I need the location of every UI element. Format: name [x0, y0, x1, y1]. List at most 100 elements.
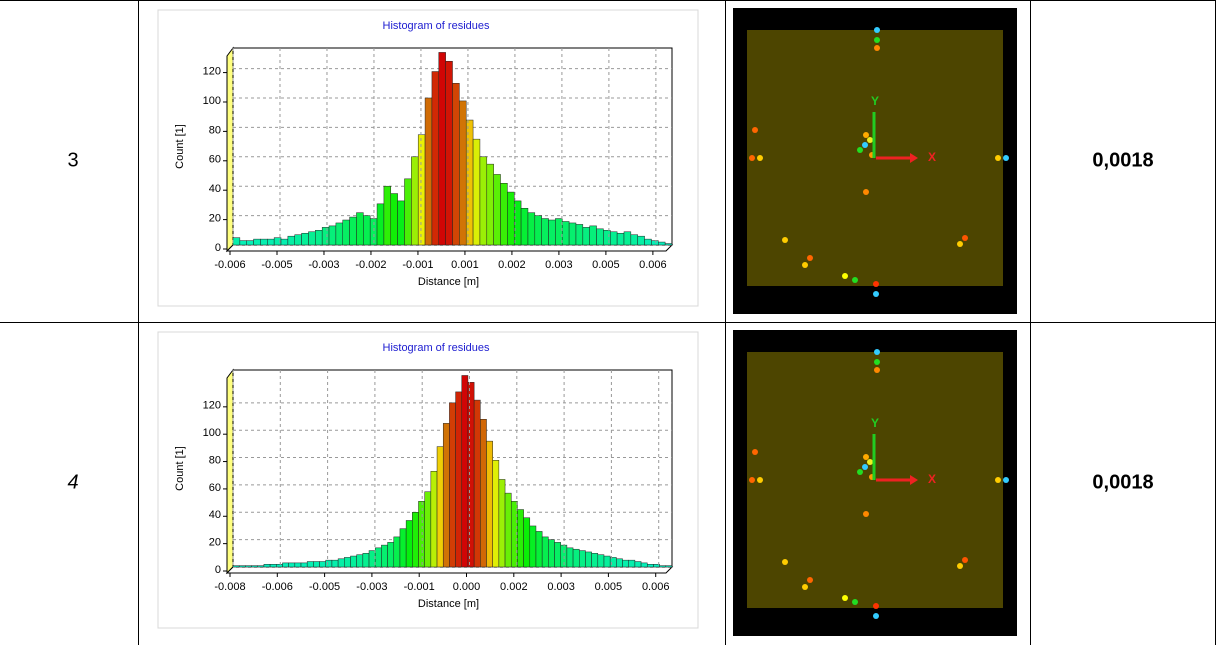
- bar: [264, 564, 270, 567]
- scan-point: [807, 255, 813, 261]
- scan-point: [957, 241, 963, 247]
- x-tick-label: 0.005: [595, 581, 623, 593]
- bar: [239, 566, 245, 567]
- bar: [384, 186, 391, 245]
- bar: [344, 557, 350, 567]
- bar: [604, 556, 610, 567]
- bar: [322, 227, 329, 245]
- x-tick-label: -0.001: [404, 581, 435, 593]
- bar: [391, 194, 398, 245]
- bar: [398, 201, 405, 245]
- bar: [507, 192, 514, 245]
- bar: [375, 548, 381, 567]
- y-tick-label: 100: [203, 95, 221, 107]
- scan-point: [842, 595, 848, 601]
- bar: [315, 230, 322, 245]
- scan-point: [874, 45, 880, 51]
- x-tick-label: 0.005: [592, 259, 620, 271]
- x-tick-label: -0.001: [402, 259, 433, 271]
- bar: [592, 553, 598, 567]
- bar: [536, 531, 542, 567]
- bar: [629, 560, 635, 567]
- bar: [388, 542, 394, 567]
- bar: [624, 232, 631, 245]
- bar: [521, 208, 528, 245]
- y-tick-label: 120: [203, 400, 221, 412]
- bar: [270, 564, 276, 567]
- scan-point: [962, 557, 968, 563]
- bar: [260, 239, 267, 245]
- scan-point: [874, 37, 880, 43]
- bar: [631, 235, 638, 245]
- bar: [449, 403, 455, 567]
- x-axis-label: Distance [m]: [418, 598, 479, 610]
- y-tick-label: 80: [209, 454, 221, 466]
- bar: [453, 83, 460, 245]
- wall: [227, 48, 233, 251]
- bar: [598, 555, 604, 567]
- bar: [517, 510, 523, 567]
- bar: [610, 232, 617, 245]
- row-id: 3: [67, 149, 78, 171]
- scan-point: [995, 155, 1001, 161]
- bar: [437, 447, 443, 567]
- scan-point: [757, 155, 763, 161]
- wall: [227, 370, 233, 573]
- scan-point: [1003, 155, 1009, 161]
- bar: [480, 419, 486, 567]
- row-value: 0,0018: [1092, 149, 1153, 171]
- bar: [252, 566, 258, 567]
- scan-point: [862, 142, 868, 148]
- bar: [425, 492, 431, 567]
- bar: [617, 233, 624, 245]
- scan-point: [749, 155, 755, 161]
- bar: [494, 174, 501, 245]
- bar: [394, 537, 400, 567]
- scan-point: [752, 127, 758, 133]
- bar: [258, 566, 264, 567]
- scan-point: [752, 449, 758, 455]
- x-axis-label: Distance [m]: [418, 276, 479, 288]
- scan-axis-label: X: [928, 472, 936, 486]
- scan-axis-label: Y: [871, 94, 879, 108]
- bar: [443, 423, 449, 567]
- bar: [320, 562, 326, 567]
- bar: [528, 213, 535, 245]
- y-tick-label: 40: [209, 509, 221, 521]
- scan-point: [852, 599, 858, 605]
- bar: [459, 101, 466, 245]
- bar: [412, 512, 418, 567]
- x-tick-label: 0.002: [498, 259, 526, 271]
- x-tick-label: -0.005: [261, 259, 292, 271]
- bar: [432, 72, 439, 245]
- bar: [363, 553, 369, 567]
- chart-title: Histogram of residues: [383, 20, 490, 32]
- bar: [567, 548, 573, 567]
- bar: [233, 238, 240, 245]
- bar: [425, 98, 432, 245]
- bar: [431, 471, 437, 567]
- bar: [369, 551, 375, 567]
- x-tick-label: 0.006: [642, 581, 670, 593]
- bar: [590, 226, 597, 245]
- scan-point: [749, 477, 755, 483]
- bar: [332, 560, 338, 567]
- page: 3 4 0,0018 0,0018 Histogram of residues0…: [0, 0, 1216, 645]
- bar: [555, 219, 562, 245]
- bar: [240, 241, 247, 245]
- bar: [641, 563, 647, 567]
- bar: [535, 216, 542, 245]
- scan-point: [782, 237, 788, 243]
- bar: [350, 217, 357, 245]
- x-tick-label: -0.006: [262, 581, 293, 593]
- bar: [665, 244, 672, 245]
- scan-point: [962, 235, 968, 241]
- bar: [573, 549, 579, 567]
- bar: [666, 566, 672, 567]
- bar: [343, 220, 350, 245]
- bar: [555, 542, 561, 567]
- y-tick-label: 80: [209, 124, 221, 136]
- x-tick-label: -0.008: [214, 581, 245, 593]
- x-tick-label: 0.006: [639, 259, 667, 271]
- scan-point: [995, 477, 1001, 483]
